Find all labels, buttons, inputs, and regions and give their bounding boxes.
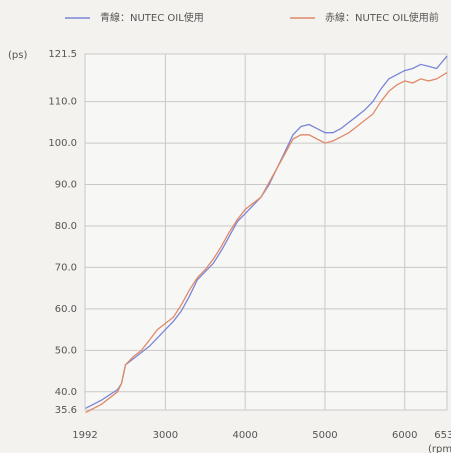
y-tick-label: 110.0 bbox=[48, 97, 77, 108]
y-tick-label: 100.0 bbox=[48, 138, 77, 149]
y-tick-label: 90.0 bbox=[55, 180, 77, 191]
y-tick-label: 60.0 bbox=[55, 304, 77, 315]
y-tick-label: 50.0 bbox=[55, 345, 77, 356]
y-axis-label: (ps) bbox=[8, 50, 27, 61]
x-tick-label: 6530 bbox=[434, 430, 451, 441]
x-axis-label: (rpm) bbox=[428, 444, 451, 453]
legend-label: 青線：NUTEC OIL使用 bbox=[100, 11, 204, 24]
data-line bbox=[85, 55, 448, 409]
x-tick-label: 3000 bbox=[153, 430, 178, 441]
x-tick-label: 4000 bbox=[232, 430, 257, 441]
data-line bbox=[85, 72, 448, 414]
x-tick-label: 5000 bbox=[312, 430, 337, 441]
plot-area bbox=[84, 53, 448, 411]
y-tick-label: 80.0 bbox=[55, 221, 77, 232]
x-tick-label: 1992 bbox=[72, 430, 97, 441]
y-tick-label: 70.0 bbox=[55, 262, 77, 273]
y-tick-label: 121.5 bbox=[48, 49, 77, 60]
x-tick-label: 6000 bbox=[392, 430, 417, 441]
y-tick-label: 35.6 bbox=[55, 405, 77, 416]
legend-label: 赤線：NUTEC OIL使用前 bbox=[325, 11, 439, 24]
y-tick-label: 40.0 bbox=[55, 387, 77, 398]
